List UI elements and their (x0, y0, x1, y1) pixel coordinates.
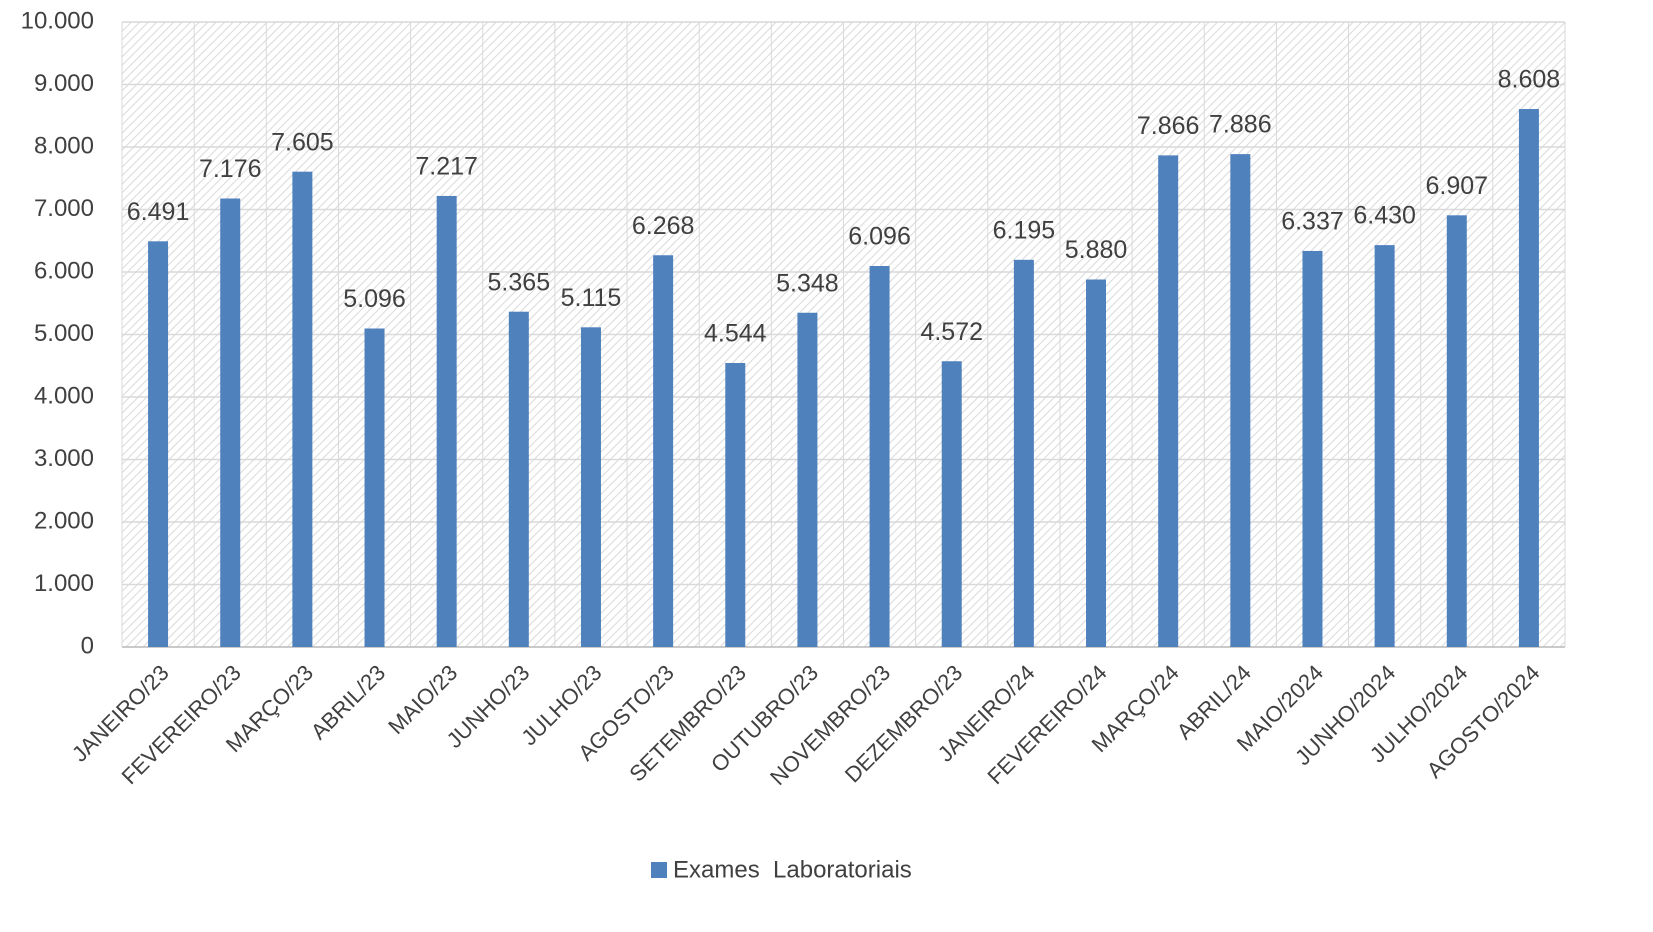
bar (364, 328, 385, 647)
y-tick-label: 9.000 (34, 70, 94, 97)
y-tick-label: 8.000 (34, 132, 94, 159)
value-label: 6.096 (848, 223, 911, 251)
bar (292, 171, 313, 647)
bar (148, 241, 169, 647)
bar (1518, 109, 1539, 647)
bar (1446, 215, 1467, 647)
value-label: 7.176 (199, 155, 262, 183)
value-label: 4.544 (704, 320, 767, 348)
x-tick-label: ABRIL/23 (306, 660, 390, 744)
bar (797, 312, 818, 647)
legend-swatch (651, 862, 667, 878)
bar (220, 198, 241, 647)
bar (508, 311, 529, 647)
value-label: 6.491 (127, 198, 190, 226)
bar (725, 363, 746, 647)
value-label: 5.880 (1065, 236, 1128, 264)
value-label: 6.268 (632, 212, 695, 240)
value-label: 7.886 (1209, 111, 1272, 139)
bar (653, 255, 674, 647)
y-tick-label: 0 (81, 632, 94, 659)
bar (436, 195, 457, 647)
bar (1086, 279, 1107, 647)
bar (941, 361, 962, 647)
bar (869, 266, 890, 647)
y-tick-label: 3.000 (34, 445, 94, 472)
bar (1158, 155, 1179, 647)
y-tick-label: 10.000 (21, 7, 94, 34)
value-label: 7.866 (1137, 112, 1200, 140)
y-tick-label: 6.000 (34, 257, 94, 284)
value-label: 6.907 (1425, 172, 1488, 200)
y-tick-label: 2.000 (34, 507, 94, 534)
value-label: 5.348 (776, 269, 839, 297)
value-label: 7.217 (415, 153, 478, 181)
bar (1374, 245, 1395, 647)
value-label: 7.605 (271, 128, 334, 156)
bar (580, 327, 601, 647)
value-label: 5.115 (561, 284, 622, 312)
value-label: 8.608 (1498, 66, 1561, 94)
bar (1302, 250, 1323, 647)
value-label: 5.096 (343, 285, 406, 313)
value-label: 4.572 (920, 318, 983, 346)
y-tick-label: 1.000 (34, 570, 94, 597)
y-tick-label: 4.000 (34, 382, 94, 409)
y-tick-label: 5.000 (34, 320, 94, 347)
bar (1230, 154, 1251, 647)
y-tick-label: 7.000 (34, 195, 94, 222)
legend-label: Exames Laboratoriais (673, 856, 912, 883)
value-label: 5.365 (488, 268, 551, 296)
bar (1013, 259, 1034, 647)
value-label: 6.337 (1281, 208, 1344, 236)
value-label: 6.430 (1353, 202, 1416, 230)
value-label: 6.195 (993, 216, 1056, 244)
